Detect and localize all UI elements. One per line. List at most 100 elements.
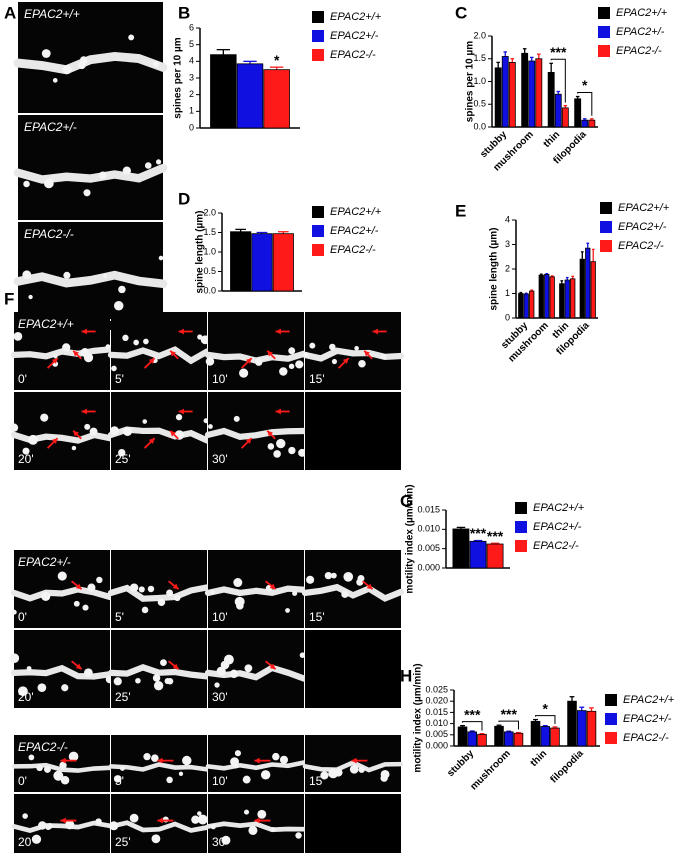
bar: [535, 58, 543, 128]
spine: [82, 604, 89, 611]
spine: [174, 430, 185, 440]
y-tick-label: 0.5: [203, 266, 216, 276]
legend-label: EPAC2+/+: [330, 11, 382, 23]
spine: [36, 764, 43, 772]
legend-swatch: [312, 225, 324, 237]
spine: [18, 686, 28, 697]
spine: [343, 571, 354, 582]
spine: [22, 447, 30, 455]
spine: [309, 342, 316, 349]
annotation: ***: [464, 706, 481, 722]
y-tick-label: 1.5: [203, 227, 216, 237]
image-label: EPAC2-/-: [24, 227, 74, 241]
spine: [96, 576, 103, 584]
y-tick-label: 0.015: [425, 707, 448, 717]
spine: [244, 664, 253, 673]
arrow-head: [75, 583, 82, 590]
panel-letter: H: [400, 666, 412, 685]
y-tick-label: 0: [189, 122, 194, 132]
legend-swatch: [515, 540, 527, 552]
spine: [255, 358, 263, 366]
annotation: ***: [501, 706, 518, 722]
spine: [288, 347, 296, 355]
time-label: 30': [212, 690, 228, 704]
arrow-head: [73, 430, 79, 437]
spine: [28, 434, 39, 445]
y-tick-label: 3: [505, 239, 510, 249]
empty-frame: [305, 630, 401, 708]
spine: [214, 682, 220, 688]
spine: [306, 575, 315, 584]
spine: [41, 591, 51, 601]
dendrite: [107, 584, 211, 602]
spine: [22, 813, 28, 819]
time-label: 25': [115, 835, 131, 849]
panel-letter: G: [400, 491, 413, 510]
bar: [547, 72, 555, 128]
legend-label: EPAC2+/+: [616, 7, 668, 19]
y-tick-label: 0.010: [425, 718, 448, 728]
spine: [288, 446, 296, 455]
annotation: ***: [550, 44, 567, 60]
spine: [135, 677, 141, 684]
empty-frame: [305, 794, 401, 853]
spine: [44, 178, 54, 189]
legend-swatch: [605, 694, 617, 706]
arrow-head: [372, 328, 378, 335]
bar: [236, 63, 264, 129]
dendrite: [204, 427, 308, 441]
spine: [105, 344, 111, 350]
time-label: 5': [115, 372, 124, 386]
y-axis-label: spines per 10 µm: [465, 41, 476, 122]
spine: [197, 811, 202, 816]
y-tick-label: 0.005: [425, 729, 448, 739]
spine: [157, 598, 166, 606]
micrograph: [111, 312, 207, 390]
bar: [538, 274, 544, 319]
y-tick-label: 0.5: [473, 99, 486, 109]
y-tick-label: 6: [189, 22, 194, 32]
spine: [160, 659, 167, 667]
arrow-head: [178, 328, 184, 335]
spine: [153, 681, 164, 691]
arrow-head: [267, 430, 273, 437]
time-label: 10': [212, 610, 228, 624]
arrow-head: [366, 583, 373, 590]
spine: [331, 358, 338, 365]
y-tick-label: 0.000: [417, 562, 440, 572]
bar: [503, 731, 514, 747]
spine: [53, 354, 58, 359]
spine: [380, 353, 387, 360]
spine: [248, 825, 258, 835]
bar: [210, 54, 237, 129]
legend-label: EPAC2+/-: [330, 225, 379, 237]
spine: [216, 666, 226, 676]
spine: [118, 448, 126, 457]
spine: [158, 255, 164, 261]
spine: [324, 571, 333, 580]
legend-swatch: [312, 244, 324, 256]
spine: [133, 339, 139, 346]
arrow-head: [245, 438, 252, 444]
spine: [113, 300, 124, 311]
dendrite: [13, 163, 168, 184]
bar: [494, 67, 502, 128]
spine: [142, 419, 148, 424]
dendrite: [11, 762, 113, 773]
y-tick-label: 1: [189, 106, 194, 116]
spine: [298, 448, 307, 457]
empty-frame: [305, 392, 401, 470]
dendrite: [108, 762, 210, 772]
legend-swatch: [598, 45, 610, 57]
spine: [28, 754, 35, 761]
dendrite: [108, 820, 210, 833]
arrow-head: [254, 817, 260, 824]
panel-letter: B: [178, 3, 190, 22]
y-tick-label: 3: [189, 72, 194, 82]
x-tick-label: mushroom: [468, 748, 512, 792]
spine: [257, 809, 267, 819]
arrow-head: [60, 817, 66, 824]
bar: [486, 543, 504, 569]
arrow-head: [245, 358, 252, 364]
bar: [501, 56, 509, 128]
